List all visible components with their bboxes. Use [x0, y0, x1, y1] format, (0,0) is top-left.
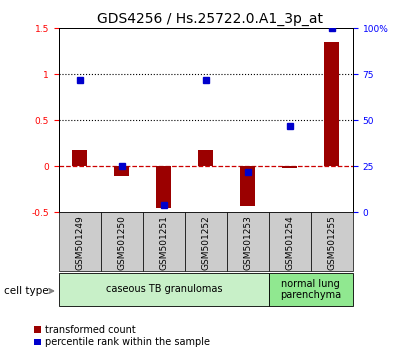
- Bar: [115, 166, 129, 176]
- Bar: [199, 150, 213, 166]
- Text: GDS4256 / Hs.25722.0.A1_3p_at: GDS4256 / Hs.25722.0.A1_3p_at: [97, 12, 323, 27]
- Text: normal lung
parenchyma: normal lung parenchyma: [280, 279, 341, 300]
- Bar: [241, 166, 255, 206]
- Bar: [269, 273, 353, 306]
- Bar: [283, 166, 297, 168]
- Bar: [59, 273, 269, 306]
- Bar: [73, 150, 87, 166]
- Bar: [185, 212, 227, 271]
- Text: GSM501250: GSM501250: [117, 215, 126, 270]
- Text: GSM501251: GSM501251: [159, 215, 168, 270]
- Bar: [311, 212, 353, 271]
- Bar: [59, 212, 101, 271]
- Text: cell type: cell type: [4, 286, 49, 296]
- Bar: [143, 212, 185, 271]
- Text: GSM501254: GSM501254: [285, 215, 294, 270]
- Bar: [325, 42, 339, 166]
- Bar: [227, 212, 269, 271]
- Text: GSM501253: GSM501253: [243, 215, 252, 270]
- Text: GSM501249: GSM501249: [75, 215, 84, 270]
- Legend: transformed count, percentile rank within the sample: transformed count, percentile rank withi…: [34, 325, 210, 347]
- Text: GSM501255: GSM501255: [327, 215, 336, 270]
- Text: caseous TB granulomas: caseous TB granulomas: [105, 284, 222, 295]
- Text: GSM501252: GSM501252: [201, 215, 210, 270]
- Bar: [269, 212, 311, 271]
- Bar: [101, 212, 143, 271]
- Bar: [156, 166, 171, 208]
